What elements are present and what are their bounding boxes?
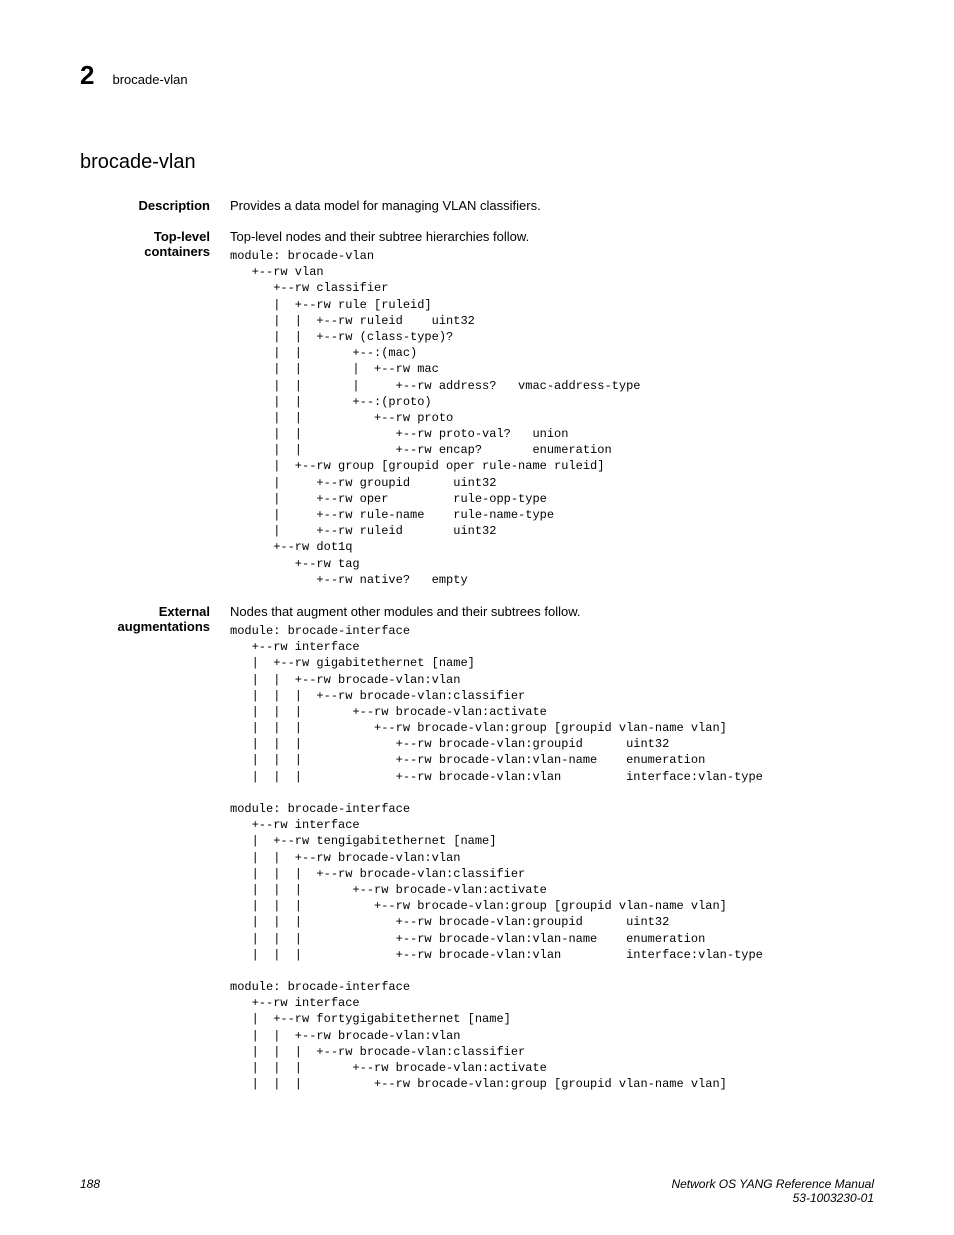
external-content: Nodes that augment other modules and the… <box>230 604 874 1092</box>
toplevel-content: Top-level nodes and their subtree hierar… <box>230 229 874 588</box>
doc-title: Network OS YANG Reference Manual <box>671 1177 874 1191</box>
chapter-number: 2 <box>80 60 94 91</box>
description-label: Description <box>80 198 230 213</box>
running-head: brocade-vlan <box>112 72 187 87</box>
description-entry: Description Provides a data model for ma… <box>80 198 874 213</box>
toplevel-label: Top-level containers <box>80 229 230 259</box>
footer-right: Network OS YANG Reference Manual 53-1003… <box>671 1177 874 1205</box>
toplevel-tree: module: brocade-vlan +--rw vlan +--rw cl… <box>230 248 874 588</box>
external-entry: External augmentations Nodes that augmen… <box>80 604 874 1092</box>
page-footer: 188 Network OS YANG Reference Manual 53-… <box>80 1177 874 1205</box>
doc-id: 53-1003230-01 <box>793 1191 874 1205</box>
page-number: 188 <box>80 1177 100 1205</box>
toplevel-label-line1: Top-level <box>154 229 210 244</box>
toplevel-intro: Top-level nodes and their subtree hierar… <box>230 229 874 244</box>
description-text: Provides a data model for managing VLAN … <box>230 198 874 213</box>
external-tree: module: brocade-interface +--rw interfac… <box>230 623 874 1092</box>
toplevel-entry: Top-level containers Top-level nodes and… <box>80 229 874 588</box>
page-header: 2 brocade-vlan <box>80 60 874 91</box>
external-label-line1: External <box>159 604 210 619</box>
external-label: External augmentations <box>80 604 230 634</box>
external-label-line2: augmentations <box>118 619 210 634</box>
toplevel-label-line2: containers <box>144 244 210 259</box>
section-title: brocade-vlan <box>80 151 874 174</box>
external-intro: Nodes that augment other modules and the… <box>230 604 874 619</box>
